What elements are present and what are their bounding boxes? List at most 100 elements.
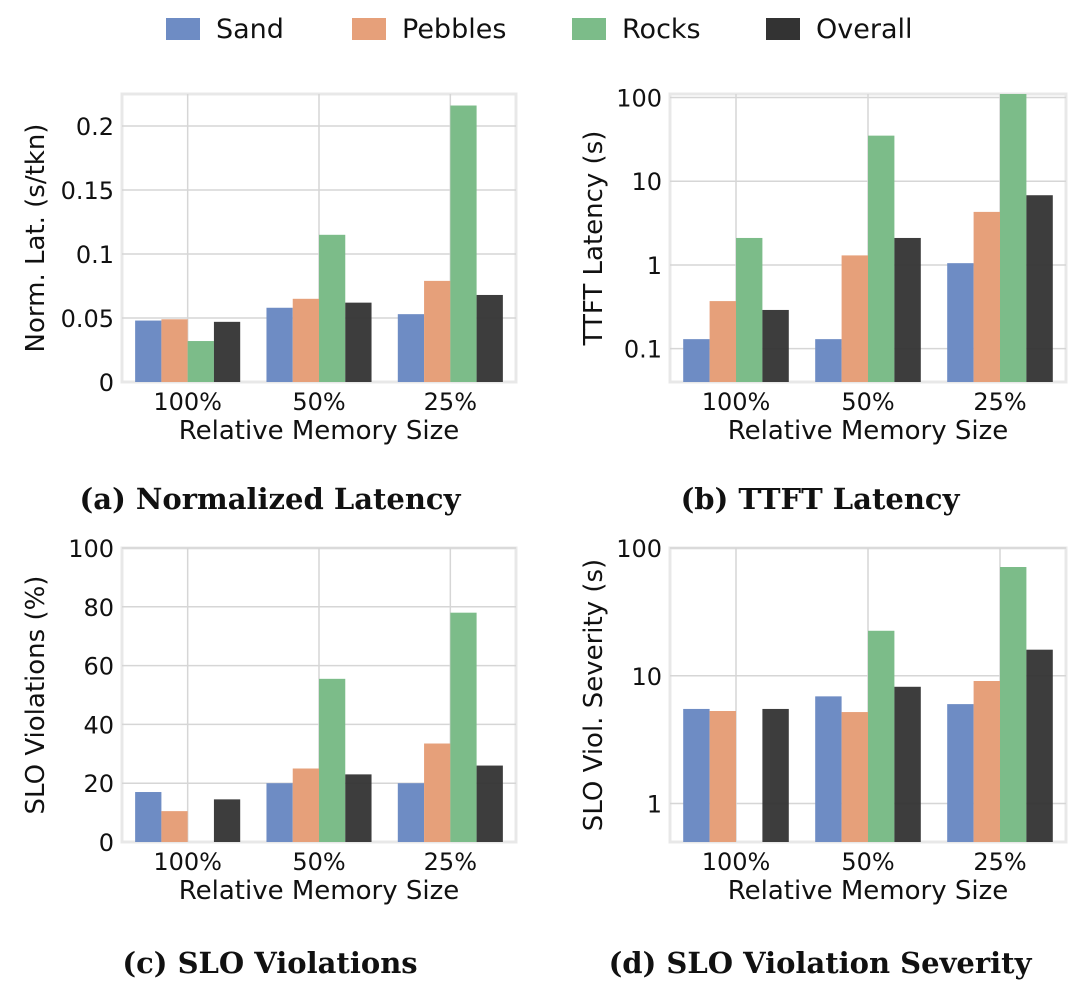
legend-label-pebbles: Pebbles	[402, 13, 507, 45]
bar-pebbles-100pct	[709, 301, 736, 382]
bar-sand-50pct	[266, 307, 293, 382]
bar-overall-100pct	[762, 309, 789, 382]
y-tick-label: 100	[616, 84, 662, 112]
legend-label-overall: Overall	[816, 13, 913, 45]
bar-rocks-25pct	[450, 612, 477, 842]
caption-slo-violations: (c) SLO Violations	[122, 946, 418, 980]
y-tick-label: 0.15	[61, 177, 114, 205]
bar-pebbles-50pct	[841, 255, 868, 382]
bar-pebbles-100pct	[161, 319, 188, 382]
bar-overall-25pct	[476, 294, 503, 382]
legend-swatch-rocks	[572, 18, 606, 40]
x-tick-label: 100%	[702, 848, 771, 876]
bar-overall-100pct	[213, 321, 241, 382]
bar-overall-25pct	[1026, 195, 1053, 382]
bar-sand-50pct	[266, 783, 293, 842]
x-tick-label: 25%	[424, 388, 477, 416]
bar-pebbles-100pct	[161, 811, 188, 842]
legend-item-sand: Sand	[166, 13, 284, 45]
legend-swatch-overall	[766, 18, 800, 40]
bar-sand-25pct	[947, 704, 974, 842]
y-tick-label: 0.1	[76, 241, 114, 269]
bar-rocks-100pct	[187, 341, 214, 382]
bar-sand-100pct	[683, 339, 710, 382]
bar-pebbles-25pct	[973, 681, 1000, 842]
legend-label-sand: Sand	[216, 13, 284, 45]
legend-label-rocks: Rocks	[622, 13, 701, 45]
y-tick-label: 0.05	[61, 305, 114, 333]
x-tick-label: 50%	[292, 848, 345, 876]
x-tick-label: 100%	[702, 388, 771, 416]
bar-rocks-25pct	[1000, 567, 1027, 842]
y-tick-label: 0	[99, 369, 114, 397]
bar-sand-25pct	[397, 314, 425, 382]
bar-overall-100pct	[762, 708, 789, 842]
y-tick-label: 60	[83, 653, 114, 681]
y-tick-label: 80	[83, 594, 114, 622]
bar-sand-25pct	[947, 263, 974, 382]
bar-sand-50pct	[815, 339, 842, 382]
y-axis-label: SLO Viol. Severity (s)	[579, 559, 609, 831]
legend-item-overall: Overall	[766, 13, 913, 45]
x-tick-label: 25%	[424, 848, 477, 876]
bar-rocks-100pct	[736, 237, 763, 382]
caption-ttft-latency: (b) TTFT Latency	[680, 482, 960, 516]
y-tick-label: 1	[647, 252, 662, 280]
y-tick-label: 10	[631, 663, 662, 691]
bar-pebbles-100pct	[709, 710, 736, 842]
legend-swatch-pebbles	[352, 18, 386, 40]
bar-sand-100pct	[135, 320, 162, 382]
x-axis-label: Relative Memory Size	[728, 876, 1009, 906]
x-tick-label: 100%	[153, 388, 222, 416]
x-tick-label: 50%	[841, 388, 894, 416]
bar-sand-50pct	[815, 696, 842, 842]
y-axis-label: SLO Violations (%)	[21, 576, 51, 815]
bar-pebbles-50pct	[292, 768, 319, 842]
y-tick-label: 0	[99, 829, 114, 857]
y-tick-label: 1	[647, 791, 662, 819]
bar-pebbles-25pct	[424, 743, 451, 842]
bar-pebbles-50pct	[292, 298, 319, 382]
x-tick-label: 50%	[292, 388, 345, 416]
y-tick-label: 20	[83, 770, 114, 798]
bar-rocks-25pct	[450, 105, 477, 383]
y-tick-label: 0.1	[624, 336, 662, 364]
x-axis-label: Relative Memory Size	[728, 416, 1009, 446]
bar-rocks-25pct	[1000, 94, 1027, 382]
bar-sand-100pct	[135, 792, 162, 842]
y-axis-label: TTFT Latency (s)	[579, 131, 609, 347]
y-tick-label: 100	[68, 535, 114, 563]
x-tick-label: 25%	[973, 848, 1026, 876]
caption-slo-violation-severity: (d) SLO Violation Severity	[608, 946, 1032, 980]
bar-pebbles-25pct	[424, 280, 451, 382]
y-tick-label: 0.2	[76, 113, 114, 141]
bar-pebbles-50pct	[841, 712, 868, 842]
legend-swatch-sand	[166, 18, 200, 40]
bar-overall-50pct	[345, 774, 372, 842]
bar-overall-25pct	[476, 765, 503, 842]
bar-rocks-50pct	[868, 135, 895, 382]
y-tick-label: 100	[616, 535, 662, 563]
legend-item-pebbles: Pebbles	[352, 13, 507, 45]
x-tick-label: 25%	[973, 388, 1026, 416]
x-tick-label: 100%	[153, 848, 222, 876]
bar-overall-100pct	[213, 799, 241, 842]
caption-normalized-latency: (a) Normalized Latency	[79, 482, 461, 516]
y-tick-label: 40	[83, 711, 114, 739]
legend: Sand Pebbles Rocks Overall	[0, 0, 1080, 60]
y-tick-label: 10	[631, 168, 662, 196]
bar-sand-100pct	[683, 708, 710, 842]
x-axis-label: Relative Memory Size	[179, 876, 460, 906]
x-axis-label: Relative Memory Size	[179, 416, 460, 446]
legend-item-rocks: Rocks	[572, 13, 701, 45]
bar-rocks-50pct	[319, 234, 346, 382]
bar-rocks-50pct	[319, 678, 346, 842]
bar-sand-25pct	[397, 783, 425, 842]
y-axis-label: Norm. Lat. (s/tkn)	[21, 124, 51, 353]
bar-pebbles-25pct	[973, 211, 1000, 382]
bar-overall-50pct	[345, 302, 372, 382]
